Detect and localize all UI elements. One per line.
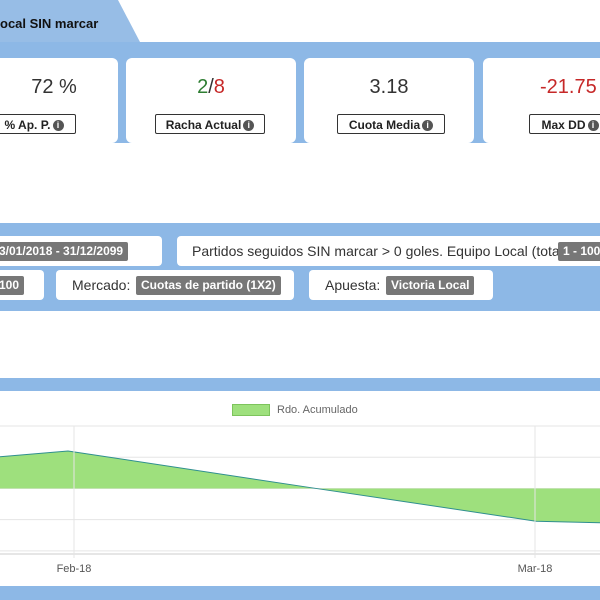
date-range-filter[interactable]: 3/01/2018 - 31/12/2099 (0, 236, 162, 266)
legend-swatch[interactable] (232, 404, 270, 416)
partidos-chip: 1 - 100 (558, 242, 600, 261)
stat-value-max-dd: -21.75 (540, 76, 597, 98)
stat-label-max-dd[interactable]: Max DD i (529, 114, 600, 134)
cumulative-result-chart: Feb-18 Mar-18 (0, 425, 600, 575)
apuesta-filter[interactable]: Apuesta: Victoria Local (309, 270, 493, 300)
stat-value-hit-rate: 72 % (31, 76, 77, 98)
apuesta-chip: Victoria Local (386, 276, 475, 295)
info-icon[interactable]: i (52, 120, 64, 132)
info-icon[interactable]: i (587, 120, 599, 132)
mercado-filter[interactable]: Mercado: Cuotas de partido (1X2) (56, 270, 294, 300)
legend-label: Rdo. Acumulado (277, 404, 358, 416)
stat-card-current-streak: 2/8 Racha Actual i (126, 58, 296, 143)
x-tick-label: Feb-18 (57, 563, 92, 575)
x-tick-label: Mar-18 (518, 563, 553, 575)
stat-label-hit-rate[interactable]: % Ap. P. i (0, 114, 76, 134)
info-icon[interactable]: i (422, 120, 434, 132)
partidos-filter[interactable]: Partidos seguidos SIN marcar > 0 goles. … (177, 236, 600, 266)
range-tail-filter[interactable]: 100 (0, 270, 44, 300)
stat-label-avg-odds[interactable]: Cuota Media i (337, 114, 445, 134)
line-series-rdo-acumulado (0, 450, 600, 524)
partidos-label: Partidos seguidos SIN marcar > 0 goles. … (192, 243, 572, 259)
stat-value-current-streak: 2/8 (197, 76, 225, 98)
stat-value-avg-odds: 3.18 (369, 76, 409, 98)
stat-card-max-dd: -21.75 Max DD i (483, 58, 600, 143)
apuesta-label: Apuesta: (325, 277, 381, 293)
mercado-label: Mercado: (72, 277, 131, 293)
strategy-tab[interactable] (0, 0, 140, 42)
area-series-rdo-acumulado (0, 450, 600, 523)
mercado-chip: Cuotas de partido (1X2) (136, 276, 281, 295)
stat-card-avg-odds: 3.18 Cuota Media i (304, 58, 474, 143)
range-tail-chip: 100 (0, 276, 25, 295)
strategy-tab-label: ocal SIN marcar (0, 16, 99, 31)
info-icon[interactable]: i (243, 120, 255, 132)
date-range-chip: 3/01/2018 - 31/12/2099 (0, 242, 129, 261)
stat-label-current-streak[interactable]: Racha Actual i (155, 114, 265, 134)
stat-card-hit-rate: 72 % % Ap. P. i (0, 58, 118, 143)
